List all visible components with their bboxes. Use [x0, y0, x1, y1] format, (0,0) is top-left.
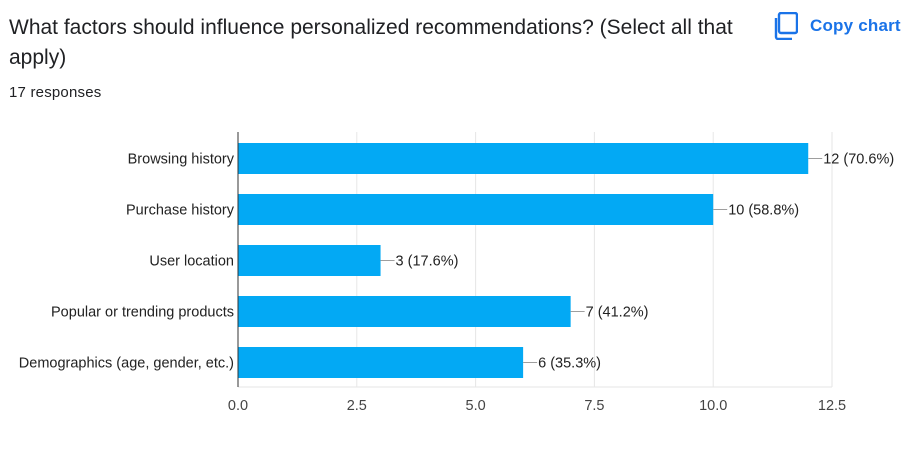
bar	[238, 194, 714, 225]
bar	[238, 245, 381, 276]
x-tick-label: 7.5	[584, 398, 604, 414]
question-title: What factors should influence personaliz…	[9, 16, 733, 69]
bar	[238, 143, 809, 174]
category-label: Browsing history	[128, 152, 235, 168]
copy-icon	[774, 12, 798, 40]
data-label: 12 (70.6%)	[823, 152, 894, 168]
category-label: Popular or trending products	[51, 305, 234, 321]
x-tick-label: 12.5	[818, 398, 846, 414]
category-label: Purchase history	[126, 203, 235, 219]
bar	[238, 347, 524, 378]
data-label: 7 (41.2%)	[586, 305, 649, 321]
category-label: Demographics (age, gender, etc.)	[19, 356, 234, 372]
x-tick-label: 5.0	[466, 398, 486, 414]
x-tick-label: 10.0	[699, 398, 727, 414]
response-count: 17 responses	[9, 84, 102, 101]
data-label: 3 (17.6%)	[396, 254, 459, 270]
bar	[238, 296, 571, 327]
data-label: 6 (35.3%)	[538, 356, 601, 372]
x-tick-label: 0.0	[228, 398, 248, 414]
x-tick-label: 2.5	[347, 398, 367, 414]
copy-chart-label: Copy chart	[810, 16, 901, 35]
data-label: 10 (58.8%)	[728, 203, 799, 219]
category-label: User location	[149, 254, 234, 270]
copy-chart-button[interactable]: Copy chart	[770, 9, 905, 43]
